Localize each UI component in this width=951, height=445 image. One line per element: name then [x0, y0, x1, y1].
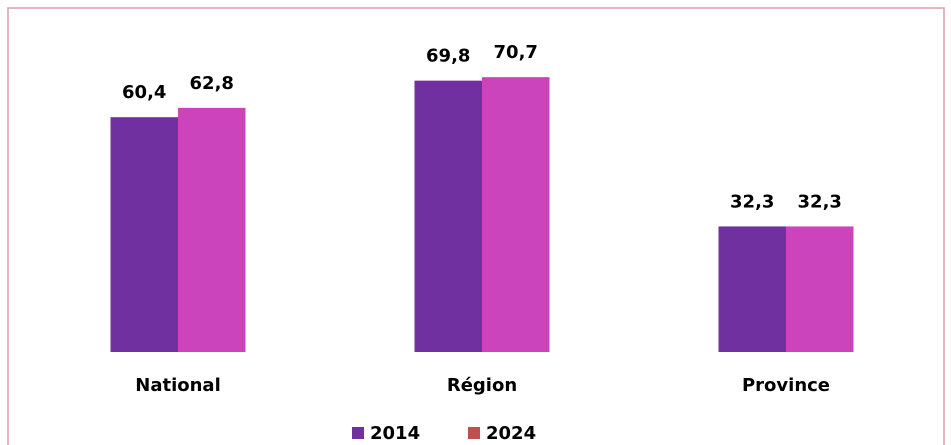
bar [718, 226, 786, 352]
data-label: 69,8 [426, 46, 470, 67]
data-label: 70,7 [494, 42, 538, 63]
x-tick-label: Région [447, 375, 517, 396]
data-label: 32,3 [798, 191, 842, 212]
x-tick-label: Province [742, 375, 830, 396]
data-label: 32,3 [730, 191, 774, 212]
bar [482, 77, 550, 352]
data-label: 60,4 [122, 82, 166, 103]
bar [178, 107, 246, 353]
data-label: 62,8 [190, 73, 234, 94]
bar [110, 117, 178, 352]
legend-label: 2014 [370, 423, 420, 444]
chart-frame [7, 7, 945, 445]
bar [786, 226, 854, 352]
legend-label: 2024 [486, 423, 536, 444]
x-tick-label: National [135, 375, 220, 396]
legend-swatch [352, 427, 364, 439]
legend-swatch [468, 427, 480, 439]
bar [414, 80, 482, 352]
